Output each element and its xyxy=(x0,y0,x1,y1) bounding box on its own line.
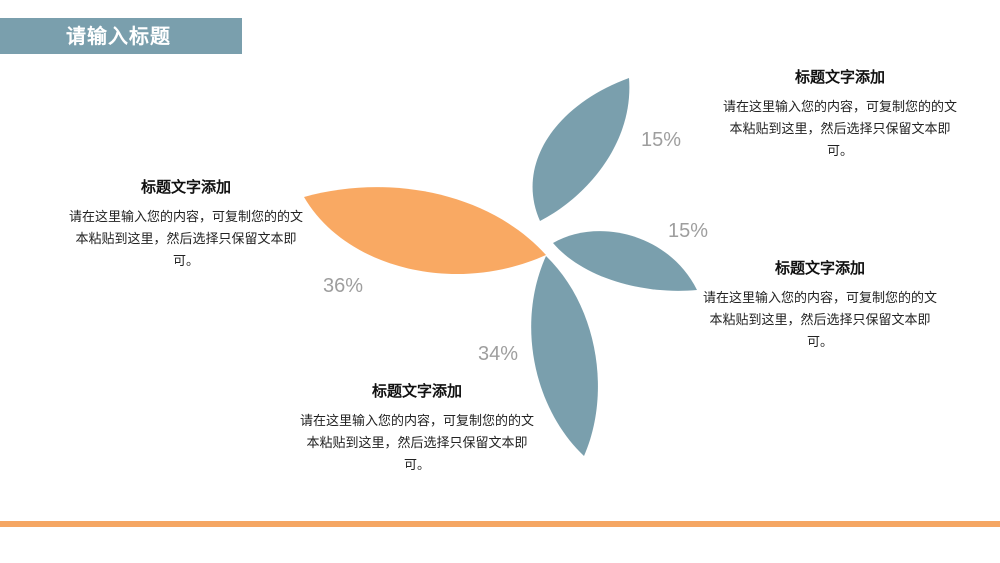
block-body: 请在这里输入您的内容，可复制您的的文本粘贴到这里，然后选择只保留文本即可。 xyxy=(722,100,957,159)
text-block-right: 标题文字添加 请在这里输入您的内容，可复制您的的文本粘贴到这里，然后选择只保留文… xyxy=(700,257,940,354)
text-block-bottom: 标题文字添加 请在这里输入您的内容，可复制您的的文本粘贴到这里，然后选择只保留文… xyxy=(297,380,537,477)
block-title: 标题文字添加 xyxy=(794,68,885,86)
block-body: 请在这里输入您的内容，可复制您的的文本粘贴到这里，然后选择只保留文本即可。 xyxy=(68,210,303,269)
block-title: 标题文字添加 xyxy=(774,259,865,277)
text-block-top-right: 标题文字添加 请在这里输入您的内容，可复制您的的文本粘贴到这里，然后选择只保留文… xyxy=(720,66,960,163)
bottom-divider xyxy=(0,521,1000,527)
block-body: 请在这里输入您的内容，可复制您的的文本粘贴到这里，然后选择只保留文本即可。 xyxy=(702,291,937,350)
title-bar: 请输入标题 xyxy=(0,18,242,54)
petal-right xyxy=(553,231,697,291)
block-body: 请在这里输入您的内容，可复制您的的文本粘贴到这里，然后选择只保留文本即可。 xyxy=(299,414,534,473)
block-title: 标题文字添加 xyxy=(371,382,462,400)
petal-top-right xyxy=(532,78,630,221)
text-block-left: 标题文字添加 请在这里输入您的内容，可复制您的的文本粘贴到这里，然后选择只保留文… xyxy=(66,176,306,273)
percent-label-right: 15% xyxy=(668,220,709,242)
percent-label-bottom: 34% xyxy=(478,343,519,365)
page-title: 请输入标题 xyxy=(66,24,171,48)
percent-label-top: 15% xyxy=(641,129,682,151)
block-title: 标题文字添加 xyxy=(140,178,231,196)
petal-bottom xyxy=(531,256,598,456)
petal-left xyxy=(304,187,546,275)
percent-label-left: 36% xyxy=(323,275,364,297)
